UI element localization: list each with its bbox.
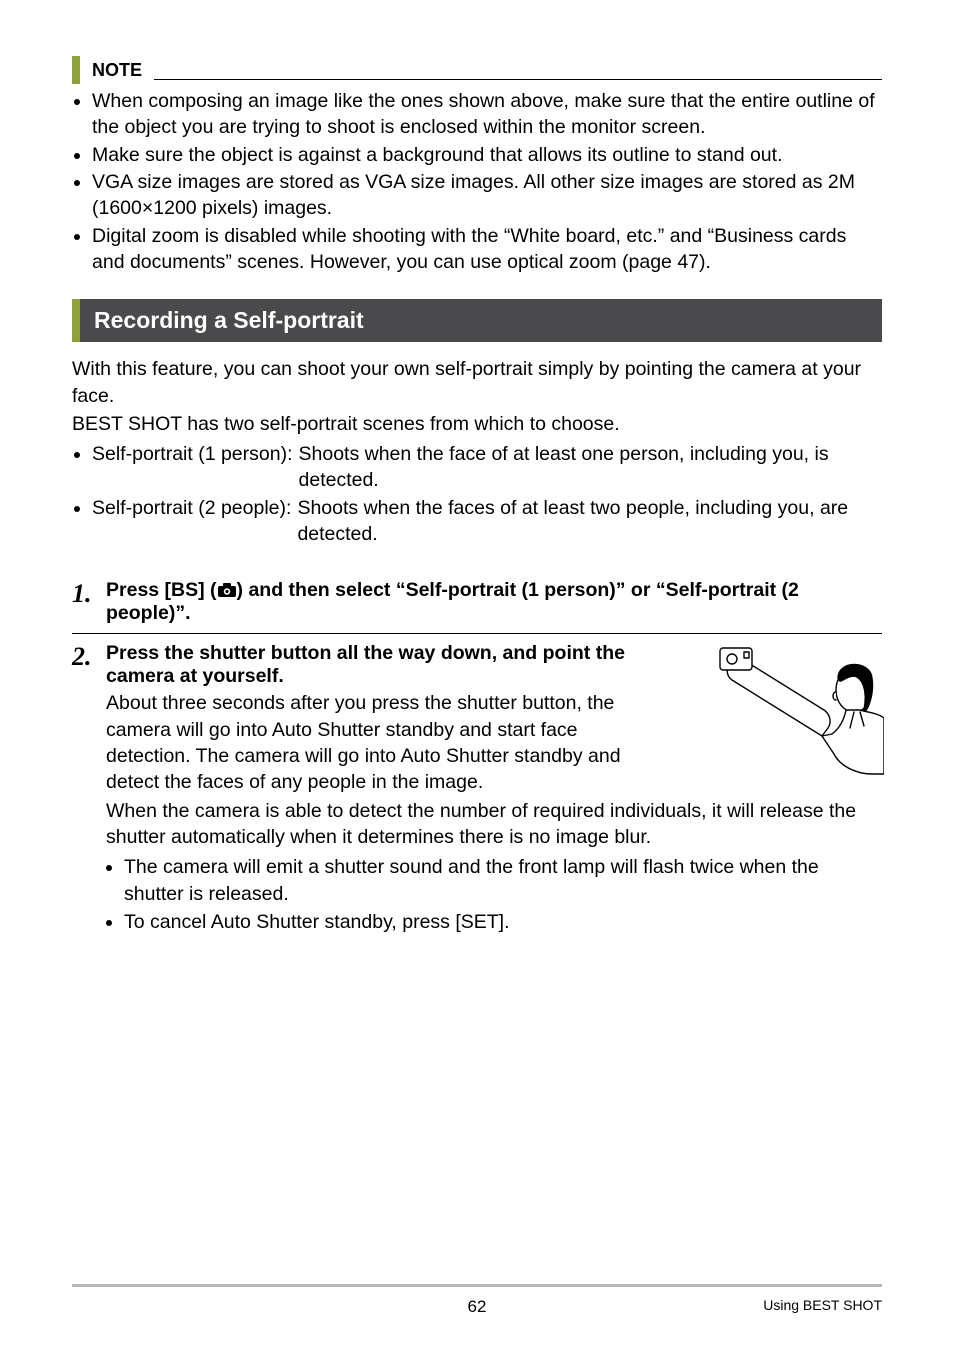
note-bullet: Make sure the object is against a backgr… xyxy=(92,142,882,168)
step-text: When the camera is able to detect the nu… xyxy=(106,798,882,851)
page-footer: 62 Using BEST SHOT xyxy=(72,1284,882,1317)
note-header: NOTE xyxy=(72,56,882,84)
step-2: 2. xyxy=(72,634,882,937)
footer-line xyxy=(72,1284,882,1287)
note-bullet: VGA size images are stored as VGA size i… xyxy=(92,169,882,222)
section-title: Recording a Self-portrait xyxy=(72,299,882,342)
step-number: 2. xyxy=(72,642,106,937)
definition-item: Self-portrait (2 people): Shoots when th… xyxy=(92,495,882,548)
step-sub-bullet: The camera will emit a shutter sound and… xyxy=(124,854,882,907)
note-underline xyxy=(154,79,882,80)
footer-section-label: Using BEST SHOT xyxy=(763,1297,882,1313)
self-portrait-illustration xyxy=(704,642,884,802)
step-title: Press [BS] () and then select “Self-port… xyxy=(106,579,799,624)
step-1: 1. Press [BS] () and then select “Self-p… xyxy=(72,571,882,625)
note-label: NOTE xyxy=(92,60,142,81)
definition-list: Self-portrait (1 person): Shoots when th… xyxy=(72,441,882,547)
step-title: Press the shutter button all the way dow… xyxy=(106,642,666,688)
definition-term: Self-portrait (2 people): xyxy=(92,495,291,548)
camera-icon xyxy=(217,583,237,598)
definition-term: Self-portrait (1 person): xyxy=(92,441,293,494)
intro-paragraph: BEST SHOT has two self-portrait scenes f… xyxy=(72,411,882,437)
note-accent-bar xyxy=(72,56,80,84)
intro-paragraph: With this feature, you can shoot your ow… xyxy=(72,356,882,409)
step-text: About three seconds after you press the … xyxy=(106,690,666,795)
step-title-text: Press [BS] ( xyxy=(106,579,217,601)
page-number: 62 xyxy=(468,1297,487,1317)
note-bullet: Digital zoom is disabled while shooting … xyxy=(92,223,882,276)
note-bullet: When composing an image like the ones sh… xyxy=(92,88,882,141)
note-bullet-list: When composing an image like the ones sh… xyxy=(72,88,882,275)
definition-desc: Shoots when the face of at least one per… xyxy=(299,441,883,494)
step-number: 1. xyxy=(72,579,106,625)
definition-desc: Shoots when the faces of at least two pe… xyxy=(297,495,882,548)
step-sub-bullet: To cancel Auto Shutter standby, press [S… xyxy=(124,909,882,935)
definition-item: Self-portrait (1 person): Shoots when th… xyxy=(92,441,882,494)
step-sub-bullets: The camera will emit a shutter sound and… xyxy=(106,854,882,935)
